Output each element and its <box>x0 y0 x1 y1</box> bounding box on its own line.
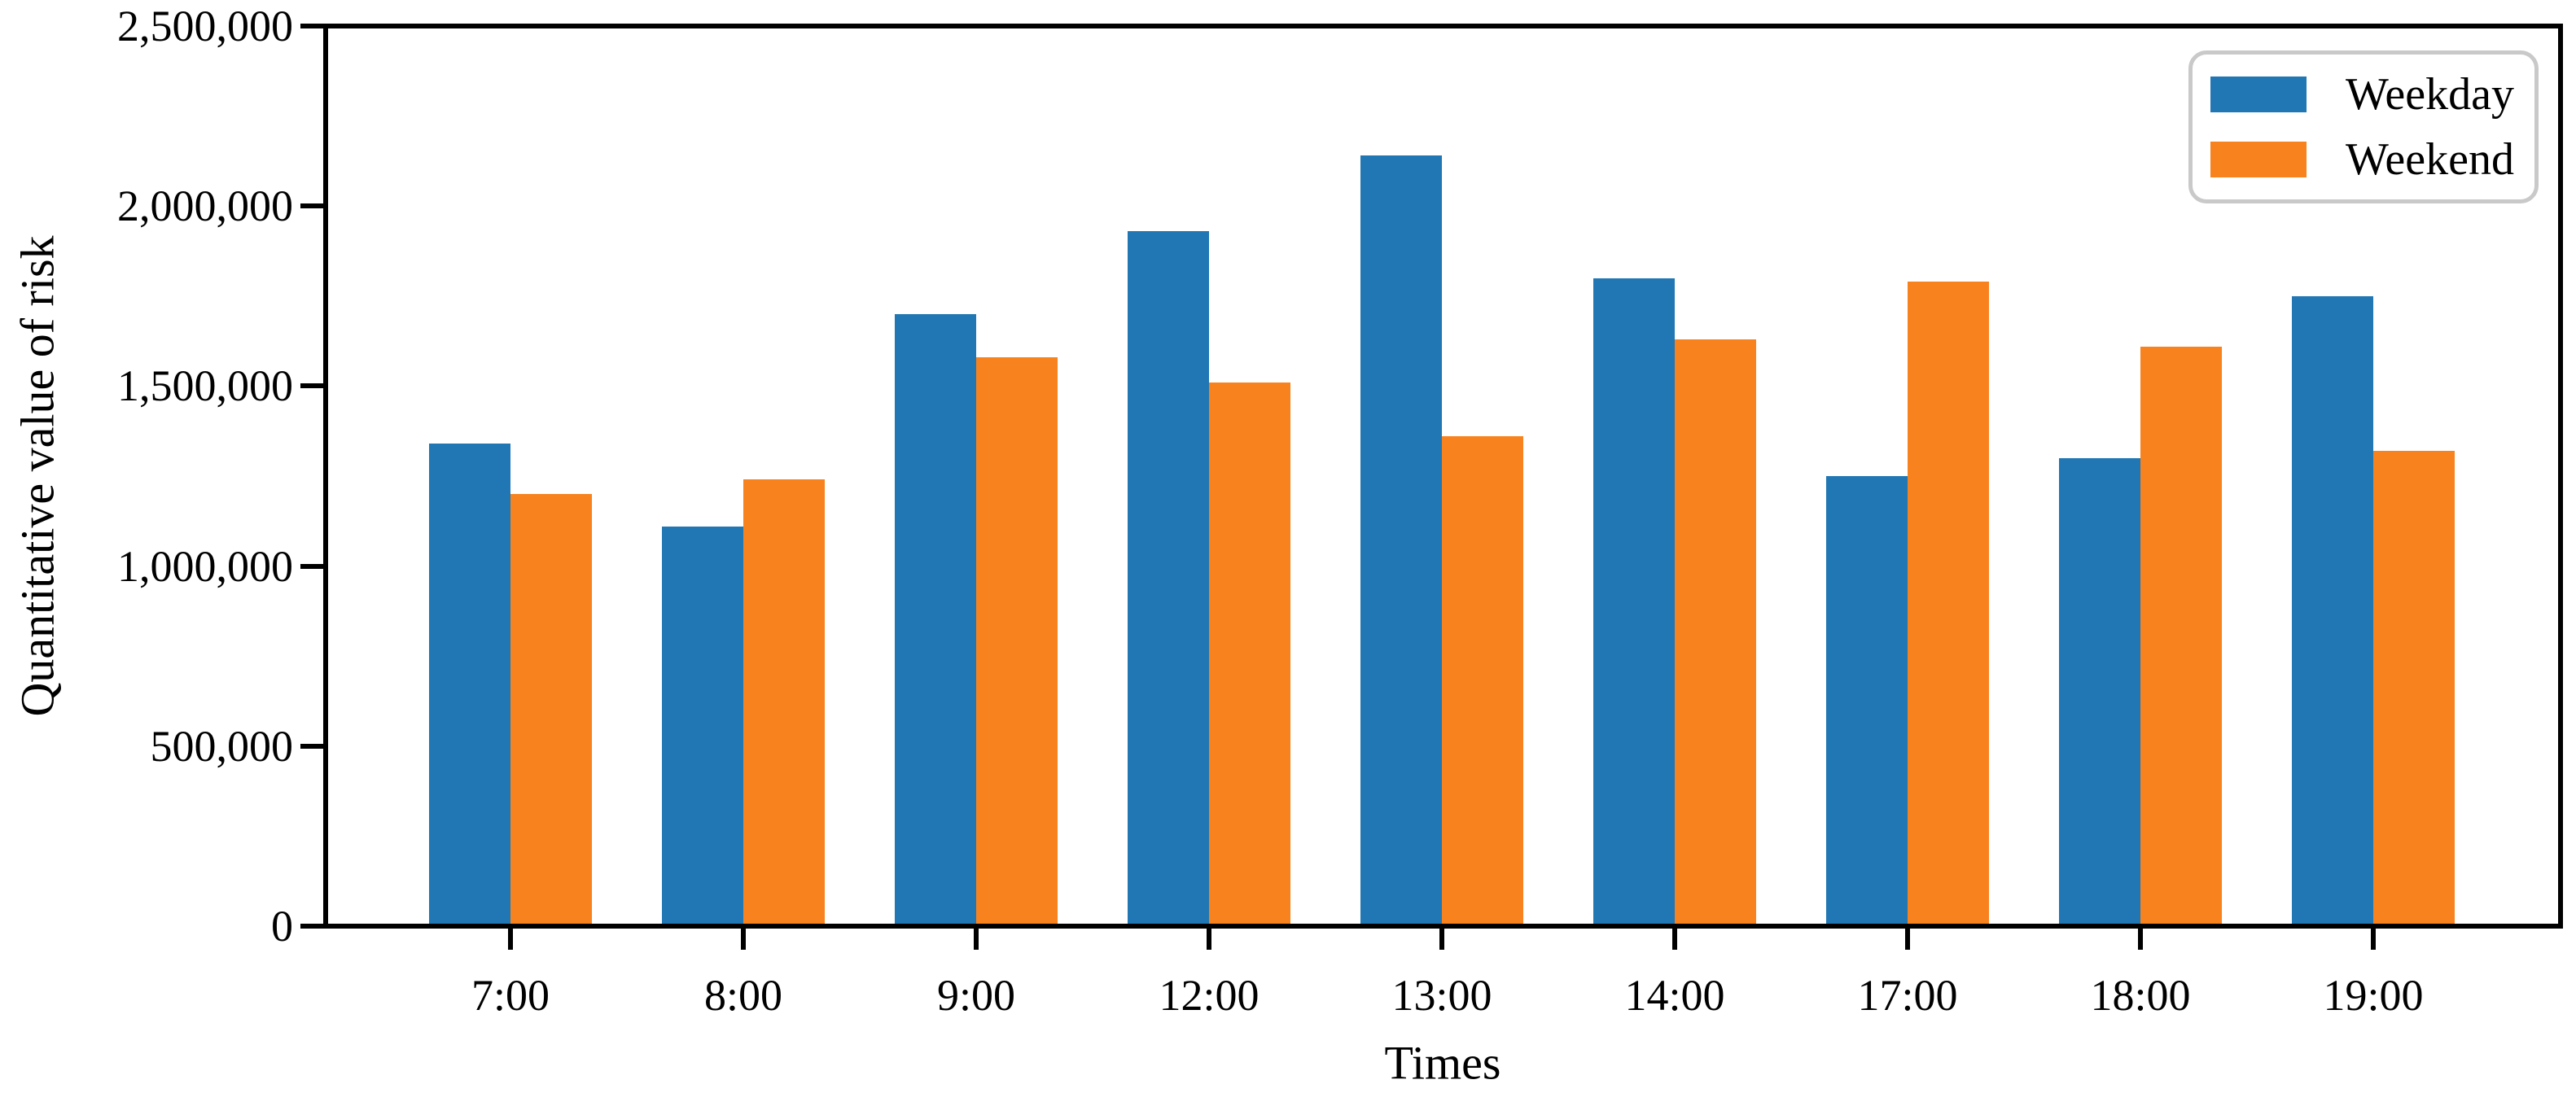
bar-weekday-9:00 <box>895 314 976 926</box>
y-axis-title: Quantitative value of risk <box>11 235 64 717</box>
bar-weekday-12:00 <box>1128 231 1209 926</box>
x-tick-17:00 <box>1905 929 1910 950</box>
bar-weekday-7:00 <box>429 444 510 926</box>
weekday-color-swatch <box>2210 77 2307 113</box>
legend-label-weekday: Weekday <box>2346 69 2514 120</box>
legend-item-weekend: Weekend <box>2210 135 2534 184</box>
x-tick-label-7:00: 7:00 <box>471 971 550 1020</box>
legend-item-weekday: Weekday <box>2210 70 2534 119</box>
y-tick-label-1,000,000: 1,000,000 <box>117 541 293 591</box>
x-axis-title: Times <box>1384 1036 1501 1090</box>
x-tick-label-18:00: 18:00 <box>2090 971 2191 1020</box>
x-tick-8:00 <box>741 929 746 950</box>
bar-weekday-13:00 <box>1360 155 1442 926</box>
plot-area <box>323 24 2563 929</box>
x-tick-7:00 <box>508 929 513 950</box>
bar-weekend-13:00 <box>1442 436 1523 926</box>
y-tick-2,500,000 <box>300 24 323 28</box>
y-tick-1,500,000 <box>300 383 323 389</box>
y-tick-1,000,000 <box>300 563 323 569</box>
x-tick-label-17:00: 17:00 <box>1857 971 1958 1020</box>
x-tick-label-12:00: 12:00 <box>1159 971 1260 1020</box>
bar-weekday-17:00 <box>1826 476 1908 926</box>
bar-weekday-19:00 <box>2292 296 2373 926</box>
x-tick-label-8:00: 8:00 <box>703 971 783 1020</box>
bar-weekend-9:00 <box>976 357 1058 926</box>
x-tick-label-13:00: 13:00 <box>1391 971 1492 1020</box>
y-tick-label-2,500,000: 2,500,000 <box>117 2 293 50</box>
weekend-color-swatch <box>2210 141 2307 177</box>
y-tick-2,000,000 <box>300 203 323 209</box>
x-tick-13:00 <box>1439 929 1444 950</box>
bar-weekend-14:00 <box>1675 339 1756 926</box>
x-tick-label-19:00: 19:00 <box>2323 971 2424 1020</box>
x-tick-9:00 <box>974 929 979 950</box>
bar-weekend-17:00 <box>1908 282 1989 926</box>
bar-weekday-8:00 <box>662 527 743 926</box>
x-tick-18:00 <box>2138 929 2143 950</box>
y-tick-label-1,500,000: 1,500,000 <box>117 361 293 411</box>
bar-weekday-14:00 <box>1593 278 1675 926</box>
legend: Weekday Weekend <box>2188 50 2539 203</box>
y-tick-0 <box>300 924 323 929</box>
legend-label-weekend: Weekend <box>2346 133 2514 185</box>
bar-weekend-12:00 <box>1209 383 1290 926</box>
y-tick-label-500,000: 500,000 <box>150 721 294 771</box>
bar-weekend-8:00 <box>743 479 825 926</box>
x-tick-14:00 <box>1672 929 1677 950</box>
bar-weekend-7:00 <box>510 494 592 926</box>
y-tick-label-2,000,000: 2,000,000 <box>117 181 293 231</box>
x-tick-label-14:00: 14:00 <box>1624 971 1725 1020</box>
y-tick-500,000 <box>300 743 323 749</box>
bar-weekday-18:00 <box>2059 458 2140 926</box>
x-tick-label-9:00: 9:00 <box>936 971 1016 1020</box>
x-tick-12:00 <box>1207 929 1211 950</box>
bar-weekend-19:00 <box>2373 451 2455 926</box>
bar-weekend-18:00 <box>2140 347 2222 926</box>
x-tick-19:00 <box>2371 929 2376 950</box>
y-tick-label-0: 0 <box>271 902 293 951</box>
